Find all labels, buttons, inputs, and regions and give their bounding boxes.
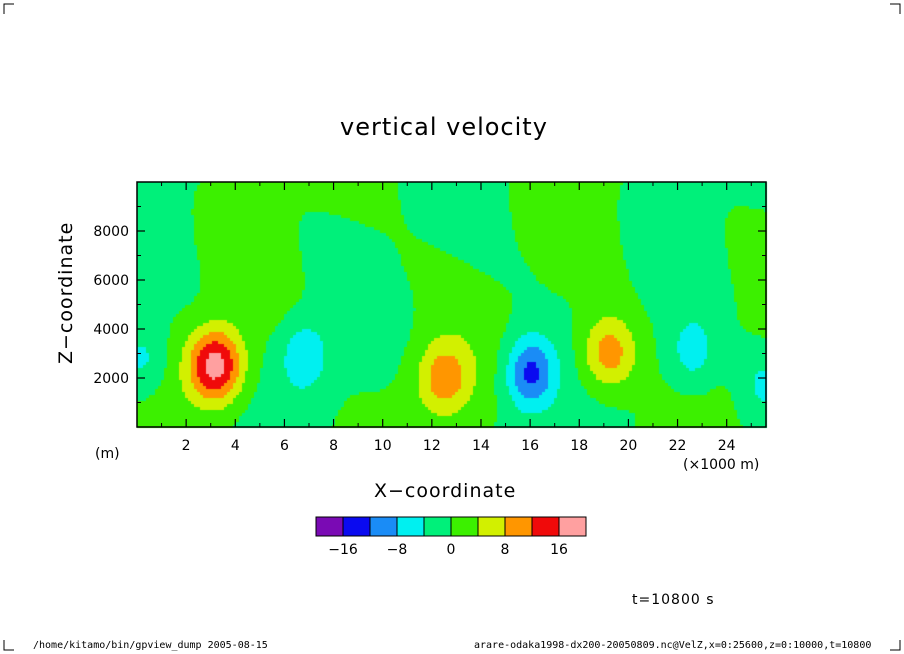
x-tick-label: 8 xyxy=(329,438,338,454)
y-tick-label: 2000 xyxy=(93,371,129,387)
colorbar-swatch xyxy=(423,516,452,537)
colorbar-label: −8 xyxy=(387,542,408,558)
x-tick-label: 14 xyxy=(472,438,490,454)
colorbar-swatch xyxy=(450,516,479,537)
colorbar-swatch xyxy=(315,516,344,537)
colorbar-swatch xyxy=(342,516,371,537)
crop-mark xyxy=(890,3,901,14)
colorbar-label: 16 xyxy=(550,542,568,558)
y-tick-label: 6000 xyxy=(93,273,129,289)
x-unit-label: (×1000 m) xyxy=(683,457,760,473)
x-tick-label: 12 xyxy=(423,438,441,454)
x-tick-label: 6 xyxy=(280,438,289,454)
crop-mark xyxy=(890,640,901,651)
colorbar-swatch xyxy=(558,516,587,537)
x-tick-label: 4 xyxy=(231,438,240,454)
x-axis-title: X−coordinate xyxy=(374,480,517,502)
x-tick-label: 24 xyxy=(718,438,736,454)
x-tick-label: 20 xyxy=(619,438,637,454)
colorbar-swatch xyxy=(477,516,506,537)
crop-mark xyxy=(3,640,14,651)
y-axis-title: Z−coordinate xyxy=(55,221,77,364)
y-unit-label: (m) xyxy=(95,446,120,462)
crop-mark xyxy=(3,3,14,14)
chart-title: vertical velocity xyxy=(340,113,548,141)
colorbar-label: −16 xyxy=(328,542,358,558)
x-tick-label: 22 xyxy=(669,438,687,454)
x-tick-label: 10 xyxy=(374,438,392,454)
footer-right: arare-odaka1998-dx200-20050809.nc@VelZ,x… xyxy=(474,640,872,651)
y-tick-label: 4000 xyxy=(93,322,129,338)
x-tick-label: 18 xyxy=(570,438,588,454)
time-label: t=10800 s xyxy=(632,592,715,608)
x-tick-label: 2 xyxy=(182,438,191,454)
colorbar-swatch xyxy=(396,516,425,537)
y-tick-label: 8000 xyxy=(93,224,129,240)
plot-frame xyxy=(136,181,767,428)
colorbar-swatch xyxy=(369,516,398,537)
footer-left: /home/kitamo/bin/gpview_dump 2005-08-15 xyxy=(33,640,268,651)
colorbar-swatch xyxy=(504,516,533,537)
x-tick-label: 16 xyxy=(521,438,539,454)
colorbar-label: 8 xyxy=(501,542,510,558)
colorbar-swatch xyxy=(531,516,560,537)
colorbar-label: 0 xyxy=(447,542,456,558)
